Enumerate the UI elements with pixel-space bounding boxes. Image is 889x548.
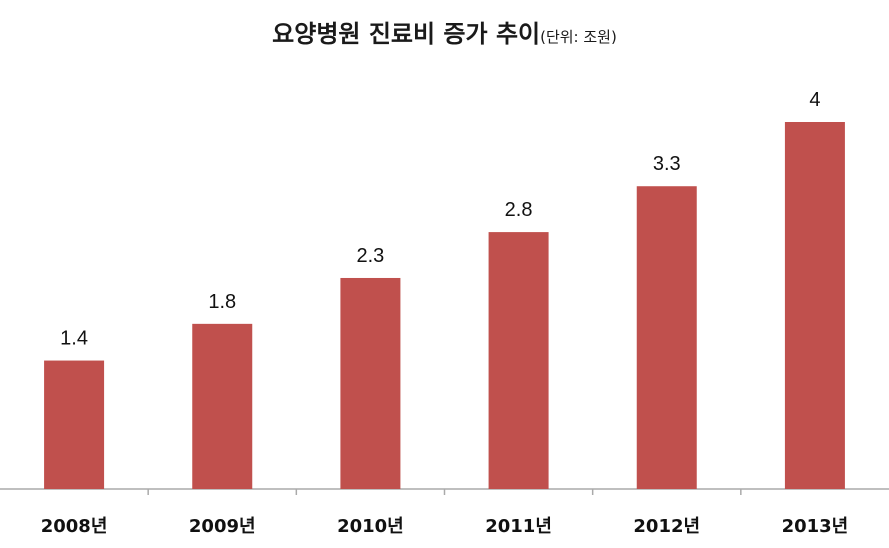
data-label: 4 [809, 89, 820, 111]
chart-title-main: 요양병원 진료비 증가 추이 [272, 20, 541, 48]
data-label: 2.8 [505, 199, 533, 221]
bar-2011년 [488, 232, 549, 489]
x-tick-label: 2013년 [782, 516, 849, 537]
x-tick-label: 2011년 [485, 516, 552, 537]
data-label: 1.8 [208, 291, 236, 313]
bar-2008년 [44, 360, 105, 489]
data-label: 3.3 [653, 153, 681, 175]
x-tick-label: 2012년 [633, 516, 700, 537]
chart-title: 요양병원 진료비 증가 추이(단위: 조원) [0, 14, 889, 49]
chart-unit-note: (단위: 조원) [540, 28, 617, 46]
data-label: 1.4 [60, 328, 88, 350]
x-tick-label: 2008년 [41, 516, 108, 537]
bar-2012년 [636, 186, 697, 489]
bar-2010년 [340, 277, 401, 489]
x-tick-label: 2010년 [337, 516, 404, 537]
bar-2013년 [784, 122, 845, 489]
bar-2009년 [192, 323, 253, 489]
x-tick-label: 2009년 [189, 516, 256, 537]
data-label: 2.3 [357, 245, 385, 267]
